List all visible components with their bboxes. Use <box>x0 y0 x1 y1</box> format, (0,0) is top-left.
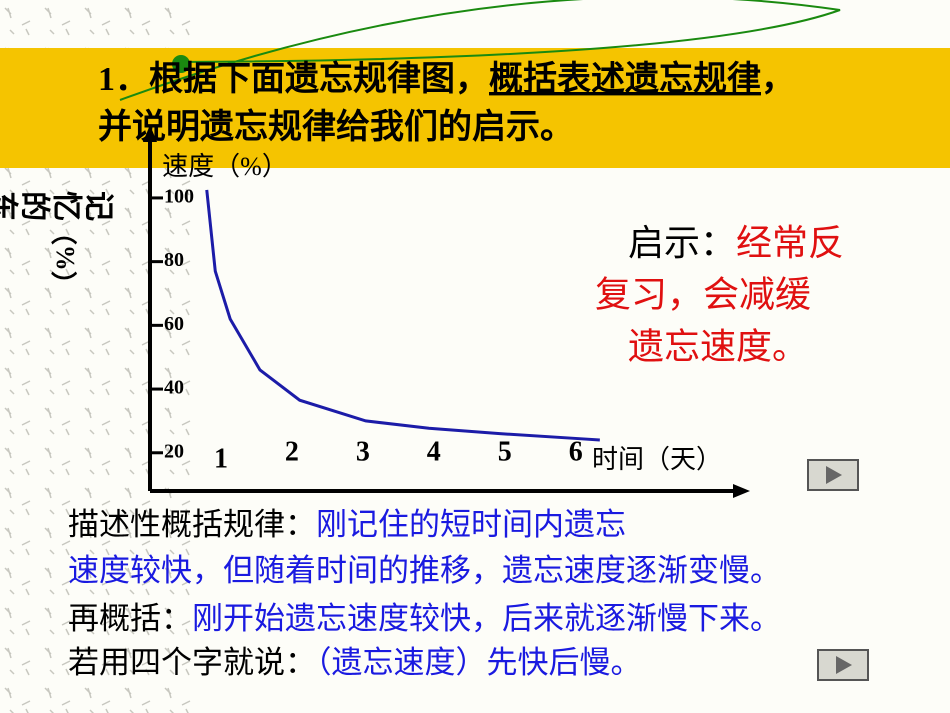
insight-line1: 启示：经常反 <box>628 223 844 263</box>
insight-label: 启示： <box>628 223 736 263</box>
y-arrow <box>143 125 157 142</box>
insight-text: 遗忘速度。 <box>628 326 808 366</box>
insight-text: 复习，会减缓 <box>595 274 811 314</box>
curve <box>205 189 600 442</box>
summary-line3: 若用四个字就说：（遗忘速度）先快后慢。 <box>68 645 642 680</box>
x-tick-label: 1 <box>214 443 228 474</box>
header-text: 1．根据下面遗忘规律图， <box>98 60 489 98</box>
next-button[interactable] <box>817 649 869 681</box>
decor-arc <box>119 0 841 101</box>
summary-text: 刚记住的短时间内遗忘 <box>316 507 626 542</box>
x-tick-label: 3 <box>356 436 370 467</box>
header-text: ， <box>761 61 795 98</box>
y-unit: （%） <box>51 219 80 297</box>
y-tick-label: 100 <box>164 186 194 208</box>
summary-label: 描述性概括规律： <box>68 507 316 542</box>
y-title: 速度（%） <box>162 152 288 181</box>
x-tick-label: 4 <box>427 436 441 467</box>
x-tick-label: 5 <box>498 436 512 467</box>
header-line1: 1．根据下面遗忘规律图，概括表述遗忘规律， <box>98 60 795 98</box>
summary-text: （遗忘速度）先快后慢。 <box>316 645 642 680</box>
summary-line2: 再概括：刚开始遗忘速度较快，后来就逐渐慢下来。 <box>68 601 781 636</box>
y-tick-label: 40 <box>164 377 184 399</box>
x-label: 时间（天） <box>592 445 722 474</box>
x-arrow <box>733 484 750 498</box>
header-band <box>0 48 950 168</box>
x-tick-label: 6 <box>569 436 583 467</box>
y-tick-label: 80 <box>164 249 184 271</box>
y-label: 记忆的东西 <box>0 186 115 221</box>
summary-line1: 描述性概括规律：刚记住的短时间内遗忘 <box>68 507 626 542</box>
summary-label: 再概括： <box>68 601 192 636</box>
y-tick-label: 60 <box>164 313 184 335</box>
insight-text: 经常反 <box>736 223 844 263</box>
summary-text: 刚开始遗忘速度较快，后来就逐渐慢下来。 <box>192 601 781 636</box>
x-tick-label: 2 <box>285 436 299 467</box>
summary-text: 速度较快，但随着时间的推移，遗忘速度逐渐变慢。 <box>68 553 781 588</box>
summary-label: 若用四个字就说： <box>68 645 316 680</box>
next-button[interactable] <box>807 459 859 491</box>
header-line2: 并说明遗忘规律给我们的启示。 <box>98 108 574 146</box>
y-tick-label: 20 <box>164 440 184 462</box>
header-underlined: 遗忘规律 <box>625 60 761 98</box>
header-underlined: 概括表述 <box>489 60 625 98</box>
decor-dot <box>172 55 190 73</box>
